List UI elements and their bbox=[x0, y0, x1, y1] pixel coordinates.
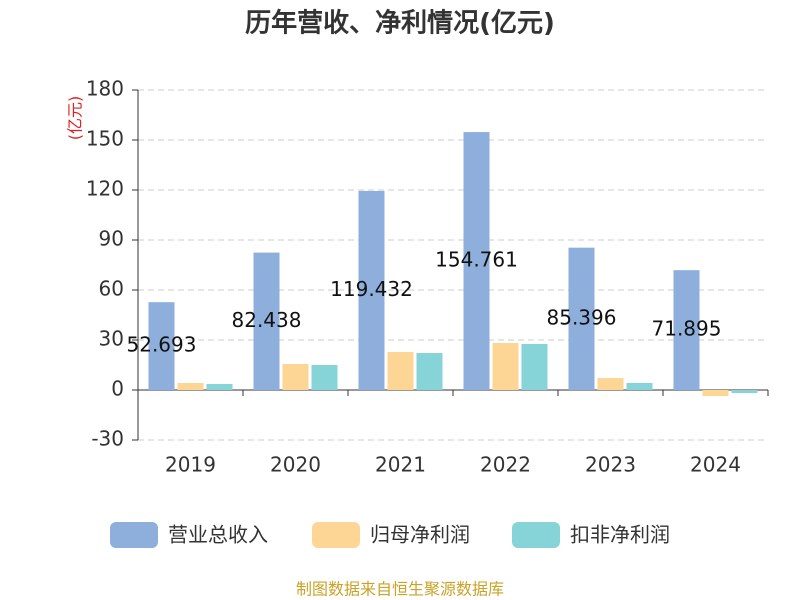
value-label: 85.396 bbox=[547, 305, 617, 329]
bar bbox=[416, 353, 443, 390]
bar bbox=[673, 270, 700, 390]
y-tick-label: 60 bbox=[99, 277, 124, 301]
source-note: 制图数据来自恒生聚源数据库 bbox=[296, 580, 504, 599]
value-label: 82.438 bbox=[232, 308, 302, 332]
bar bbox=[148, 302, 175, 390]
chart-title: 历年营收、净利情况(亿元) bbox=[245, 8, 555, 39]
bar bbox=[492, 343, 519, 390]
value-label: 52.693 bbox=[127, 333, 197, 357]
bar bbox=[568, 247, 595, 390]
x-tick-label: 2019 bbox=[165, 453, 216, 477]
y-tick-label: 90 bbox=[99, 227, 124, 251]
legend-label: 归母净利润 bbox=[370, 523, 470, 547]
bar bbox=[387, 352, 414, 390]
y-tick-label: 120 bbox=[86, 177, 124, 201]
bar bbox=[463, 132, 490, 390]
y-tick-label: -30 bbox=[91, 427, 124, 451]
bar bbox=[702, 390, 729, 396]
x-tick-label: 2023 bbox=[585, 453, 636, 477]
bar bbox=[253, 252, 280, 390]
value-label: 154.761 bbox=[435, 248, 518, 272]
value-label: 119.432 bbox=[330, 277, 413, 301]
bar bbox=[521, 344, 548, 390]
bar bbox=[358, 190, 385, 390]
legend-swatch bbox=[110, 522, 158, 548]
y-axis-label: (亿元) bbox=[66, 96, 85, 141]
x-tick-label: 2022 bbox=[480, 453, 531, 477]
legend-swatch bbox=[312, 522, 360, 548]
y-tick-label: 30 bbox=[99, 327, 124, 351]
bar bbox=[597, 378, 624, 390]
x-tick-label: 2024 bbox=[690, 453, 741, 477]
bar bbox=[311, 365, 338, 390]
legend-label: 营业总收入 bbox=[168, 523, 268, 547]
bar bbox=[206, 384, 233, 390]
bar bbox=[177, 383, 204, 390]
bar bbox=[626, 383, 653, 390]
x-tick-label: 2021 bbox=[375, 453, 426, 477]
value-label: 71.895 bbox=[652, 317, 722, 341]
y-tick-label: 0 bbox=[111, 377, 124, 401]
y-tick-label: 150 bbox=[86, 127, 124, 151]
legend-label: 扣非净利润 bbox=[570, 523, 670, 547]
bar bbox=[282, 364, 309, 390]
legend-swatch bbox=[512, 522, 560, 548]
x-tick-label: 2020 bbox=[270, 453, 321, 477]
bar bbox=[731, 390, 758, 393]
y-tick-label: 180 bbox=[86, 77, 124, 101]
